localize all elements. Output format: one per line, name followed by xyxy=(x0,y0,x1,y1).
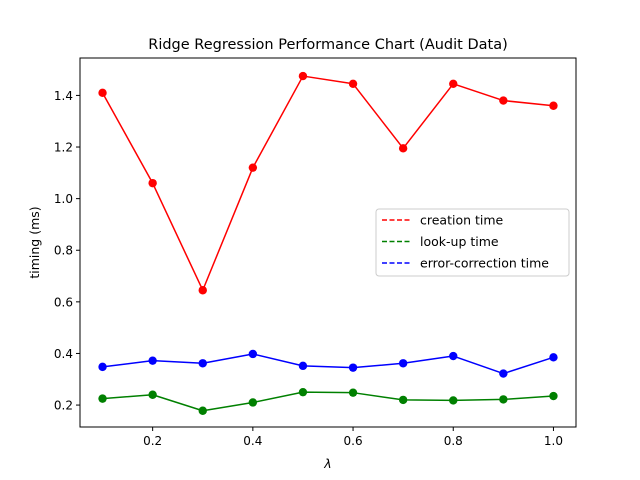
data-point xyxy=(398,395,408,405)
data-point xyxy=(449,79,458,89)
series-line-2 xyxy=(102,353,554,375)
data-point xyxy=(98,362,107,372)
y-axis-label: timing (ms) xyxy=(27,206,42,278)
data-point xyxy=(98,394,107,403)
data-point xyxy=(549,101,558,110)
data-point xyxy=(449,396,458,405)
y-tick-label: 1.4 xyxy=(54,89,73,103)
data-point xyxy=(398,144,408,153)
legend: creation time look-up time error-correctio… xyxy=(375,208,570,277)
data-point xyxy=(499,96,508,105)
data-point xyxy=(298,361,308,371)
y-tick-label: 1.2 xyxy=(54,141,73,155)
y-tick-label: 0.8 xyxy=(54,244,73,258)
data-point xyxy=(398,359,408,368)
data-point xyxy=(549,391,558,401)
data-point xyxy=(298,387,308,397)
data-point xyxy=(148,178,157,188)
data-point xyxy=(248,349,258,359)
series-layer xyxy=(98,71,558,415)
y-axis: 0.2 0.4 0.6 0.8 1.0 1.2 1.4 xyxy=(54,89,80,413)
chart-title: Ridge Regression Performance Chart (Audi… xyxy=(148,37,507,53)
data-point xyxy=(198,286,207,295)
data-point xyxy=(98,88,107,98)
data-point xyxy=(198,359,207,368)
legend-items: creation time look-up time error-correctio… xyxy=(382,213,549,271)
y-tick-label: 0.6 xyxy=(54,295,73,309)
data-point xyxy=(148,390,157,399)
x-tick-label: 0.8 xyxy=(444,434,463,448)
legend-label: creation time xyxy=(420,213,504,228)
x-axis-label: λ xyxy=(323,456,331,471)
series-line-0 xyxy=(101,75,554,291)
data-point xyxy=(348,388,358,397)
data-point xyxy=(449,351,458,361)
legend-box xyxy=(375,208,570,277)
data-point xyxy=(499,395,508,404)
x-axis: 0.2 0.4 0.6 0.8 1.0 xyxy=(143,427,563,448)
x-tick-label: 0.4 xyxy=(243,434,262,448)
plot-border xyxy=(79,57,577,428)
x-tick-label: 0.2 xyxy=(143,434,162,448)
y-tick-label: 0.4 xyxy=(54,347,73,361)
data-point xyxy=(198,406,207,415)
data-point xyxy=(248,398,258,407)
data-point xyxy=(348,363,358,372)
series-line-1 xyxy=(102,391,554,412)
data-point xyxy=(298,71,308,81)
x-tick-label: 0.6 xyxy=(344,434,363,448)
y-tick-label: 1.0 xyxy=(54,192,73,206)
legend-label: look-up time xyxy=(420,234,499,249)
x-tick-label: 1.0 xyxy=(544,434,563,448)
y-tick-label: 0.2 xyxy=(54,399,73,413)
data-point xyxy=(348,79,358,89)
data-point xyxy=(499,369,508,378)
data-point xyxy=(248,163,258,172)
data-point xyxy=(549,353,558,362)
data-point xyxy=(148,356,157,365)
legend-label: error-correction time xyxy=(420,256,549,271)
